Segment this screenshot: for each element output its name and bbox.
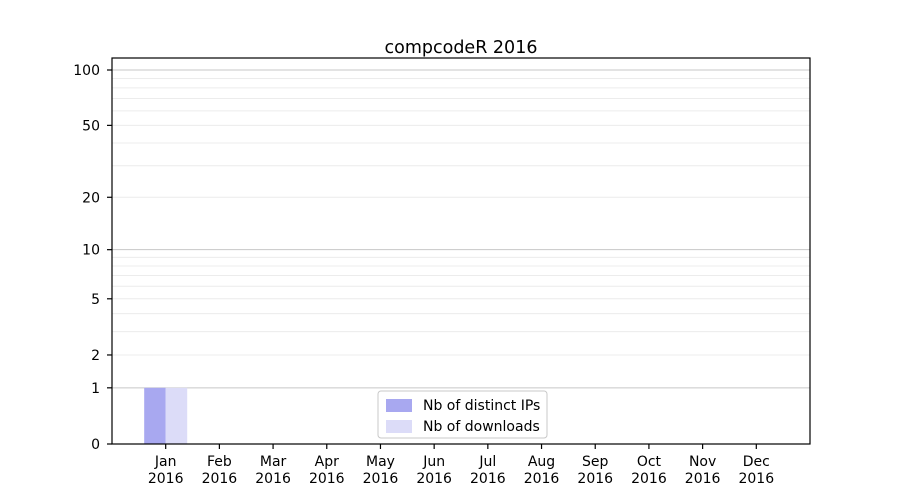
bar-nb-of-downloads-jan: [165, 387, 188, 444]
x-year-label-sep: 2016: [577, 471, 613, 487]
x-month-label-jul: Jul: [478, 454, 496, 470]
x-year-label-jan: 2016: [148, 471, 184, 487]
x-year-label-nov: 2016: [685, 471, 721, 487]
x-month-label-dec: Dec: [743, 454, 770, 470]
x-year-label-oct: 2016: [631, 471, 667, 487]
x-year-label-apr: 2016: [309, 471, 345, 487]
y-tick-label-50: 50: [82, 118, 100, 134]
gridlines: [112, 69, 810, 389]
y-tick-label-10: 10: [82, 243, 100, 259]
x-year-label-mar: 2016: [255, 471, 291, 487]
legend-swatch-nb-of-distinct-ips: [386, 399, 412, 412]
legend-label-nb-of-distinct-ips: Nb of distinct IPs: [423, 398, 540, 414]
bar-nb-of-distinct-ips-jan: [144, 387, 166, 444]
x-year-label-may: 2016: [363, 471, 399, 487]
x-axis: Jan2016Feb2016Mar2016Apr2016May2016Jun20…: [148, 444, 774, 487]
x-year-label-jun: 2016: [416, 471, 452, 487]
legend-label-nb-of-downloads: Nb of downloads: [423, 419, 540, 435]
x-month-label-mar: Mar: [260, 454, 287, 470]
x-month-label-may: May: [366, 454, 395, 470]
x-year-label-feb: 2016: [202, 471, 238, 487]
y-tick-label-5: 5: [91, 292, 100, 308]
legend-swatch-nb-of-downloads: [386, 420, 412, 433]
chart-title: compcodeR 2016: [385, 38, 538, 58]
y-tick-label-0: 0: [91, 437, 100, 453]
y-tick-label-20: 20: [82, 190, 100, 206]
x-month-label-feb: Feb: [207, 454, 232, 470]
x-month-label-nov: Nov: [689, 454, 716, 470]
plot-border: [111, 57, 811, 445]
x-month-label-oct: Oct: [637, 454, 662, 470]
x-month-label-apr: Apr: [315, 454, 339, 470]
y-axis: 0 1 2 5 10 20 50 100: [73, 63, 112, 453]
y-tick-label-2: 2: [91, 348, 100, 364]
x-year-label-jul: 2016: [470, 471, 506, 487]
y-tick-label-1: 1: [91, 381, 100, 397]
legend: Nb of distinct IPs Nb of downloads: [377, 390, 548, 439]
x-year-label-dec: 2016: [738, 471, 774, 487]
bars: [144, 387, 188, 444]
x-month-label-sep: Sep: [582, 454, 609, 470]
x-month-label-jan: Jan: [154, 454, 177, 470]
y-tick-label-100: 100: [73, 63, 100, 79]
x-year-label-aug: 2016: [524, 471, 560, 487]
x-month-label-aug: Aug: [528, 454, 555, 470]
legend-box: [377, 390, 548, 439]
x-month-label-jun: Jun: [422, 454, 445, 470]
